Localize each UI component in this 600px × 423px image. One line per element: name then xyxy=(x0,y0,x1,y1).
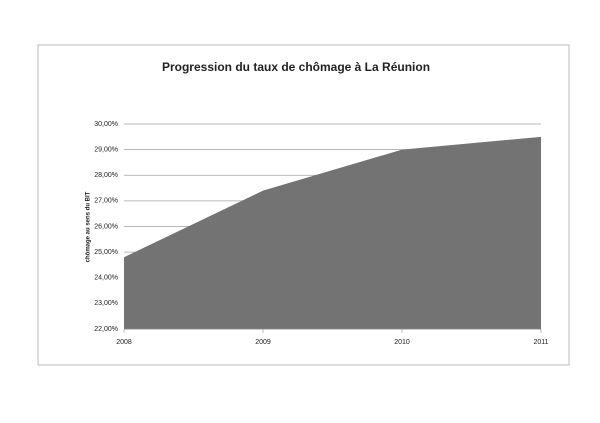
area xyxy=(124,136,541,329)
chart-title: Progression du taux de chômage à La Réun… xyxy=(162,60,430,74)
y-tick-label: 27,00% xyxy=(94,198,118,205)
x-tick-label: 2010 xyxy=(394,339,410,346)
x-tick-label: 2011 xyxy=(533,339,548,346)
y-tick-label: 24,00% xyxy=(94,275,118,282)
x-tick-label: 2008 xyxy=(116,339,132,346)
y-tick-label: 23,00% xyxy=(94,300,118,307)
y-tick-label: 22,00% xyxy=(94,326,118,333)
y-tick-label: 26,00% xyxy=(94,223,118,230)
y-tick-label: 30,00% xyxy=(94,121,118,128)
y-axis-label: chômage au sens du BIT xyxy=(86,191,92,262)
x-tick-label: 2009 xyxy=(255,339,271,346)
y-tick-label: 25,00% xyxy=(94,249,118,256)
y-tick-label: 28,00% xyxy=(94,172,118,179)
y-tick-label: 29,00% xyxy=(94,146,118,153)
